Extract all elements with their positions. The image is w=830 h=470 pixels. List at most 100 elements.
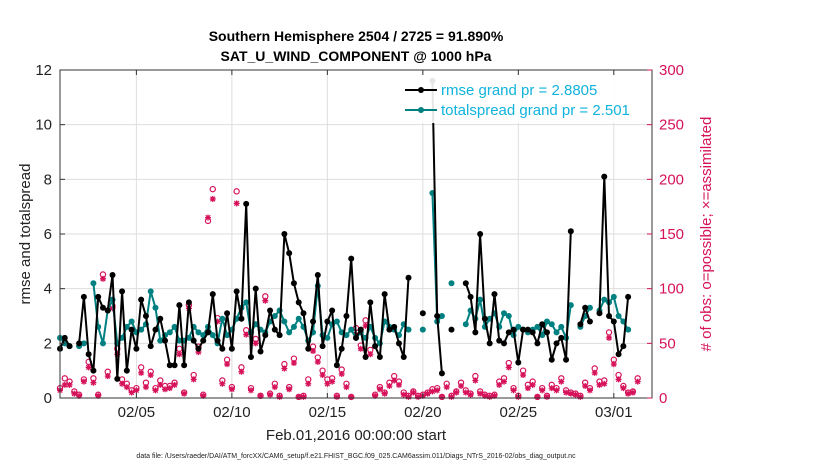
obs-assimilated-marker: [548, 385, 555, 392]
totalspread-point: [295, 315, 302, 322]
rmse-point: [281, 231, 288, 237]
rmse-point: [496, 337, 503, 344]
rmse-point: [343, 313, 350, 319]
obs-assimilated-marker: [534, 393, 541, 400]
totalspread-point: [128, 318, 135, 325]
obs-assimilated-marker: [286, 386, 293, 393]
totalspread-point: [176, 337, 183, 344]
obs-assimilated-marker: [586, 387, 593, 394]
rmse-point: [99, 304, 106, 311]
rmse-point: [529, 329, 536, 336]
obs-assimilated-marker: [262, 297, 269, 304]
obs-assimilated-marker: [357, 345, 364, 352]
obs-assimilated-marker: [224, 361, 231, 368]
obs-assimilated-marker: [596, 381, 603, 388]
rmse-point: [276, 332, 283, 339]
obs-assimilated-marker: [138, 369, 145, 376]
rmse-point: [295, 299, 302, 306]
obs-assimilated-marker: [338, 370, 345, 377]
totalspread-point: [553, 329, 560, 336]
rmse-point: [438, 370, 445, 377]
chart-subtitle: SAT_U_WIND_COMPONENT @ 1000 hPa: [221, 48, 492, 64]
obs-assimilated-marker: [214, 318, 221, 325]
rmse-point: [596, 310, 603, 317]
rmse-point: [219, 345, 226, 352]
obs-assimilated-marker: [438, 393, 445, 400]
totalspread-point: [224, 332, 231, 339]
rmse-point: [243, 200, 250, 207]
rmse-point: [357, 326, 364, 333]
rmse-point: [395, 340, 402, 347]
rmse-point: [104, 307, 111, 314]
x-tick-label: 02/15: [309, 404, 347, 421]
rmse-point: [133, 345, 140, 352]
rmse-point: [205, 329, 211, 336]
obs-assimilated-marker: [458, 382, 465, 389]
totalspread-point: [286, 329, 293, 336]
obs-assimilated-marker: [486, 393, 493, 400]
totalspread-point: [438, 313, 445, 319]
obs-assimilated-marker: [582, 382, 589, 389]
rmse-point: [462, 280, 469, 287]
totalspread-point: [166, 329, 173, 336]
rmse-point: [209, 291, 216, 298]
totalspread-point: [209, 332, 216, 339]
obs-assimilated-marker: [276, 393, 283, 400]
totalspread-point: [558, 323, 565, 330]
rmse-point: [563, 356, 570, 363]
rmse-point: [353, 334, 359, 341]
totalspread-point: [615, 313, 622, 319]
rmse-point: [577, 321, 584, 328]
totalspread-point: [324, 334, 331, 341]
obs-assimilated-marker: [166, 385, 173, 392]
totalspread-point: [185, 334, 192, 341]
obs-assimilated-marker: [114, 351, 121, 358]
totalspread-point: [505, 313, 512, 319]
obs-assimilated-marker: [181, 390, 188, 397]
rmse-point: [505, 329, 512, 336]
rmse-point: [606, 313, 613, 319]
rmse-point: [290, 280, 297, 287]
rmse-point: [271, 326, 278, 333]
obs-assimilated-marker: [553, 387, 560, 394]
obs-assimilated-marker: [429, 388, 436, 395]
rmse-point: [486, 340, 493, 347]
rmse-point: [472, 329, 479, 336]
obs-assimilated-marker: [410, 389, 417, 396]
x-tick-label: 02/10: [213, 404, 251, 421]
totalspread-point: [281, 318, 288, 325]
rmse-point: [128, 326, 135, 333]
rmse-point: [190, 337, 197, 344]
obs-assimilated-marker: [381, 390, 388, 397]
rmse-point: [524, 326, 531, 333]
rmse-point: [534, 340, 541, 347]
obs-assimilated-marker: [448, 393, 455, 400]
totalspread-point: [625, 326, 632, 333]
rmse-point: [238, 315, 245, 322]
obs-assimilated-marker: [209, 196, 216, 203]
obs-assimilated-marker: [496, 381, 503, 388]
obs-assimilated-marker: [606, 334, 613, 341]
rmse-point: [510, 326, 517, 333]
rmse-point: [152, 326, 159, 333]
totalspread-point: [477, 296, 484, 303]
rmse-point: [257, 348, 264, 355]
totalspread-point: [80, 340, 87, 347]
rmse-point: [123, 367, 130, 374]
totalspread-point: [586, 304, 593, 311]
rmse-point: [162, 337, 169, 344]
y-tick-label: 8: [44, 171, 52, 188]
rmse-point: [176, 302, 183, 309]
rmse-point: [214, 337, 221, 344]
obs-assimilated-marker: [233, 200, 240, 207]
totalspread-point: [157, 337, 164, 344]
rmse-point: [109, 272, 116, 278]
obs-assimilated-marker: [520, 372, 527, 379]
rmse-point: [114, 375, 121, 382]
y2-tick-label: 250: [659, 117, 684, 134]
rmse-point: [434, 313, 441, 319]
obs-assimilated-marker: [529, 381, 536, 388]
obs-assimilated-marker: [501, 378, 507, 385]
obs-assimilated-marker: [467, 391, 474, 398]
rmse-point: [195, 345, 202, 352]
